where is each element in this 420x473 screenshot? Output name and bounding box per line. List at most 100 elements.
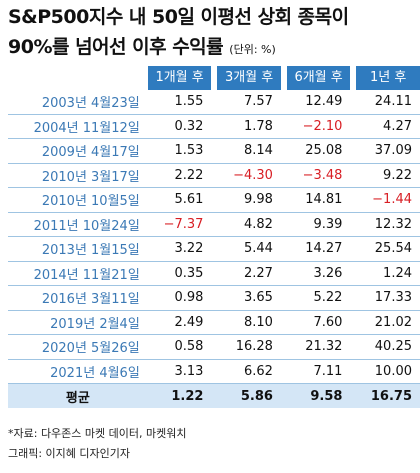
column-gap — [280, 90, 287, 115]
cell-value: 1.24 — [356, 261, 420, 286]
cell-value: 25.54 — [356, 236, 420, 262]
row-date: 2004년 11월12일 — [8, 114, 148, 139]
column-gap — [211, 236, 218, 262]
cell-value: 5.44 — [217, 236, 281, 262]
row-date: 2014년 11월21일 — [8, 261, 148, 286]
source-note: *자료: 다우존스 마켓 데이터, 마켓워치 — [8, 427, 187, 440]
cell-value: 4.82 — [217, 212, 281, 237]
row-date: 2003년 4월23일 — [8, 90, 148, 115]
title-line-2: 90%를 넘어선 이후 수익률 (단위: %) — [8, 32, 349, 65]
page-title: S&P500지수 내 50일 이평선 상회 종목이 90%를 넘어선 이후 수익… — [8, 2, 349, 65]
cell-value: 14.27 — [286, 236, 351, 262]
column-gap — [350, 187, 357, 213]
header-corner — [8, 66, 148, 90]
row-date: 2010년 3월17일 — [8, 163, 148, 188]
cell-value: 40.25 — [356, 334, 420, 360]
table-row: 2011년 10월24일 −7.37 4.82 9.39 12.32 — [8, 212, 420, 237]
column-gap — [350, 90, 357, 115]
unit-label: (단위: %) — [229, 43, 276, 56]
row-date: 2011년 10월24일 — [8, 212, 148, 237]
table-row: 2004년 11월12일 0.32 1.78 −2.10 4.27 — [8, 114, 420, 139]
column-gap — [350, 236, 357, 262]
table-row: 2019년 2월4일 2.49 8.10 7.60 21.02 — [8, 310, 420, 335]
cell-value: 14.81 — [286, 187, 351, 213]
header-1-year: 1년 후 — [356, 66, 420, 90]
cell-value: −1.44 — [356, 187, 420, 213]
cell-value: 10.00 — [356, 359, 420, 384]
table-row: 2016년 3월11일 0.98 3.65 5.22 17.33 — [8, 285, 420, 311]
cell-value: 25.08 — [286, 138, 351, 164]
cell-value: 3.22 — [147, 236, 212, 262]
column-gap — [211, 383, 218, 408]
row-date: 2016년 3월11일 — [8, 285, 148, 311]
cell-value: 9.39 — [286, 212, 351, 237]
cell-value: 37.09 — [356, 138, 420, 164]
table-row: 2009년 4월17일 1.53 8.14 25.08 37.09 — [8, 138, 420, 164]
cell-value: 3.65 — [217, 285, 281, 311]
cell-value: 21.02 — [356, 310, 420, 335]
title-line-2-text: 90%를 넘어선 이후 수익률 — [8, 36, 224, 58]
cell-value: 9.98 — [217, 187, 281, 213]
column-gap — [350, 310, 357, 335]
column-gap — [211, 138, 218, 164]
column-gap — [280, 285, 287, 311]
header-1-month: 1개월 후 — [147, 66, 212, 90]
table-row: 2003년 4월23일 1.55 7.57 12.49 24.11 — [8, 90, 420, 115]
cell-value: 0.32 — [147, 114, 212, 139]
cell-value: 17.33 — [356, 285, 420, 311]
cell-value: 5.22 — [286, 285, 351, 311]
header-1-month-label: 1개월 후 — [147, 66, 212, 90]
cell-value: 7.60 — [286, 310, 351, 335]
column-gap — [211, 187, 218, 213]
column-gap — [211, 359, 218, 384]
column-gap — [211, 90, 218, 115]
column-gap — [350, 163, 357, 188]
cell-value: 8.14 — [217, 138, 281, 164]
cell-value: 12.49 — [286, 90, 351, 115]
cell-value: 4.27 — [356, 114, 420, 139]
cell-value: 1.53 — [147, 138, 212, 164]
column-gap — [280, 187, 287, 213]
column-gap — [211, 334, 218, 360]
cell-value: 1.55 — [147, 90, 212, 115]
column-gap — [211, 212, 218, 237]
column-gap — [350, 359, 357, 384]
cell-value: 9.58 — [286, 383, 351, 408]
cell-value: 0.35 — [147, 261, 212, 286]
cell-value: 1.22 — [147, 383, 212, 408]
column-gap — [280, 310, 287, 335]
credit-note: 그래픽: 이지혜 디자인기자 — [8, 447, 131, 460]
row-date: 2009년 4월17일 — [8, 138, 148, 164]
cell-value: 7.11 — [286, 359, 351, 384]
column-gap — [211, 310, 218, 335]
table-row: 2020년 5월26일 0.58 16.28 21.32 40.25 — [8, 334, 420, 360]
table-row: 2010년 10월5일 5.61 9.98 14.81 −1.44 — [8, 187, 420, 213]
column-gap — [280, 261, 287, 286]
column-gap — [280, 236, 287, 262]
cell-value: 1.78 — [217, 114, 281, 139]
column-gap — [280, 114, 287, 139]
cell-value: 16.28 — [217, 334, 281, 360]
column-gap — [350, 383, 357, 408]
cell-value: 0.58 — [147, 334, 212, 360]
column-gap — [211, 163, 218, 188]
column-gap — [211, 114, 218, 139]
cell-value: 5.86 — [217, 383, 281, 408]
cell-value: 8.10 — [217, 310, 281, 335]
cell-value: 21.32 — [286, 334, 351, 360]
cell-value: 9.22 — [356, 163, 420, 188]
cell-value: 5.61 — [147, 187, 212, 213]
row-date: 2010년 10월5일 — [8, 187, 148, 213]
header-6-month-label: 6개월 후 — [286, 66, 351, 90]
cell-value: 16.75 — [356, 383, 420, 408]
cell-value: 0.98 — [147, 285, 212, 311]
cell-value: 3.26 — [286, 261, 351, 286]
cell-value: −3.48 — [286, 163, 351, 188]
table-row: 2013년 1월15일 3.22 5.44 14.27 25.54 — [8, 236, 420, 262]
header-3-month: 3개월 후 — [217, 66, 281, 90]
column-gap — [280, 138, 287, 164]
column-gap — [280, 334, 287, 360]
column-gap — [350, 138, 357, 164]
column-gap — [350, 114, 357, 139]
title-line-1: S&P500지수 내 50일 이평선 상회 종목이 — [8, 6, 349, 28]
